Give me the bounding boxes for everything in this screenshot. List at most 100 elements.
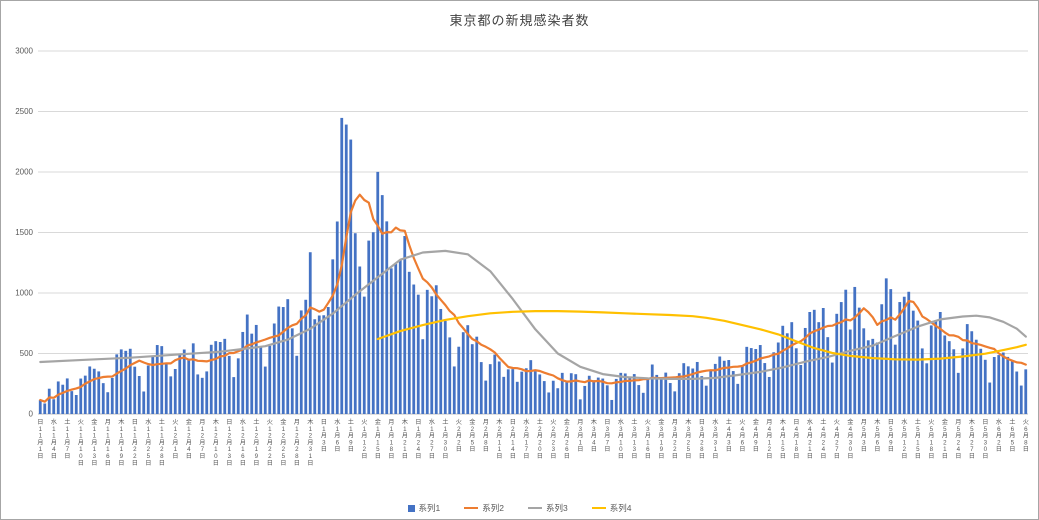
bar (79, 378, 83, 414)
bar (164, 363, 168, 414)
bar (403, 236, 407, 414)
bar (326, 307, 330, 414)
legend-item-series1[interactable]: 系列1 (407, 502, 441, 514)
bar (785, 333, 789, 414)
bar (286, 299, 290, 414)
bar (295, 355, 299, 414)
bar (466, 325, 470, 414)
bar (821, 308, 825, 414)
bar (182, 349, 186, 414)
y-axis-tick-label: 1500 (15, 228, 33, 237)
bar (965, 324, 969, 414)
bar (353, 233, 357, 414)
bar (389, 268, 393, 414)
bar (700, 376, 704, 414)
bar (362, 296, 366, 414)
bar (547, 392, 551, 414)
bar (349, 139, 353, 414)
bar (70, 391, 74, 414)
bar (817, 322, 821, 414)
bar (74, 395, 78, 414)
bar (767, 376, 771, 414)
bar (650, 364, 654, 414)
bar (533, 371, 537, 414)
bar (443, 320, 447, 414)
bar (155, 345, 159, 414)
legend-item-series4[interactable]: 系列4 (591, 502, 631, 514)
bar (632, 374, 636, 414)
bar (146, 365, 150, 414)
bar (542, 381, 546, 414)
legend-item-series3[interactable]: 系列3 (528, 502, 568, 514)
bar (268, 345, 272, 414)
bar (209, 344, 213, 414)
y-axis-tick-label: 0 (29, 410, 34, 419)
bar (659, 377, 663, 414)
bar (106, 392, 110, 414)
legend-label-series1: 系列1 (418, 503, 441, 513)
bar (578, 399, 582, 414)
bar (241, 331, 245, 414)
bar (322, 315, 326, 414)
bar (862, 328, 866, 414)
bar (988, 382, 992, 414)
bar (529, 360, 533, 414)
bar (646, 377, 650, 414)
bar (925, 363, 929, 414)
bar (556, 388, 560, 414)
bar (992, 357, 996, 414)
series4-line (376, 310, 1027, 361)
bar (826, 337, 830, 414)
bar (641, 392, 645, 414)
legend-item-series2[interactable]: 系列2 (464, 502, 504, 514)
bar (560, 372, 564, 414)
bar (677, 373, 681, 414)
bar (232, 377, 236, 414)
bar (709, 369, 713, 414)
bar (376, 171, 380, 414)
bar (718, 356, 722, 414)
bar (875, 342, 879, 414)
bar (115, 354, 119, 414)
bar-series-group (38, 117, 1028, 414)
bar (398, 259, 402, 414)
bar (812, 309, 816, 414)
bar (884, 278, 888, 414)
y-axis-tick-label: 3000 (15, 47, 33, 56)
bar (848, 329, 852, 414)
bar (956, 372, 960, 414)
bar (691, 368, 695, 414)
y-axis-tick-label: 1000 (15, 289, 33, 298)
bar (479, 362, 483, 414)
bar (1010, 361, 1014, 414)
bar (430, 296, 434, 414)
bar (830, 362, 834, 414)
bar (281, 307, 285, 414)
bar (970, 331, 974, 414)
bar (47, 388, 51, 414)
